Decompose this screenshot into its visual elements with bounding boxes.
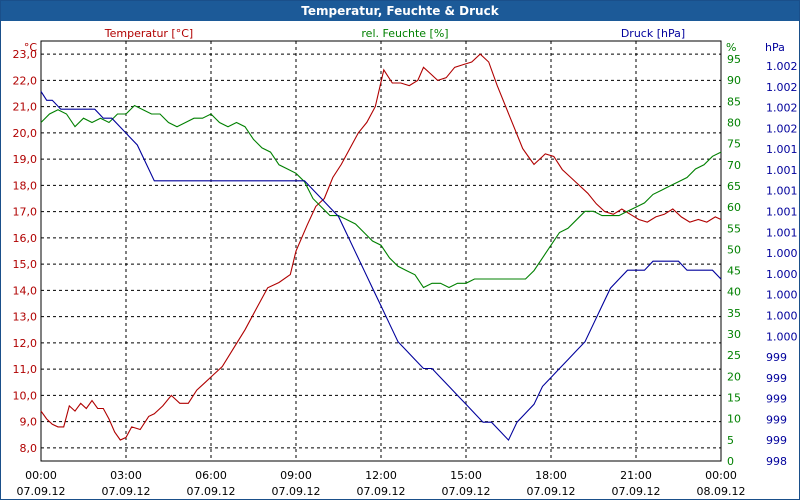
legend-humidity: rel. Feuchte [%] — [361, 27, 448, 40]
y-tick-right2: 1.002 — [766, 60, 798, 73]
y-tick-right1: 90 — [727, 74, 741, 87]
x-tick-date: 07.09.12 — [272, 485, 321, 498]
y-tick-right1: 80 — [727, 116, 741, 129]
x-tick-time: 00:00 — [25, 469, 57, 482]
y-tick-right2: 999 — [766, 434, 787, 447]
x-tick-date: 07.09.12 — [357, 485, 406, 498]
y-tick-left: 14,0 — [13, 284, 38, 297]
y-tick-right2: 1.001 — [766, 206, 798, 219]
x-tick-date: 07.09.12 — [612, 485, 661, 498]
x-tick-time: 21:00 — [620, 469, 652, 482]
y-tick-right1: 55 — [727, 222, 741, 235]
y-tick-right2: 999 — [766, 393, 787, 406]
y-tick-right1: 75 — [727, 138, 741, 151]
y-tick-right2: 1.000 — [766, 268, 798, 281]
y-tick-right1: 70 — [727, 159, 741, 172]
x-tick-date: 07.09.12 — [102, 485, 151, 498]
y-tick-right1: 95 — [727, 53, 741, 66]
y-tick-right2: 999 — [766, 351, 787, 364]
x-tick-date: 07.09.12 — [187, 485, 236, 498]
x-tick-time: 03:00 — [110, 469, 142, 482]
y-tick-right2: 1.002 — [766, 102, 798, 115]
y-tick-right1: 85 — [727, 95, 741, 108]
y-tick-right2: 1.000 — [766, 309, 798, 322]
y-tick-right1: 60 — [727, 201, 741, 214]
y-tick-left: 17,0 — [13, 206, 38, 219]
series-humidity-line — [40, 104, 722, 289]
y-tick-left: 11,0 — [13, 363, 38, 376]
x-tick-date: 07.09.12 — [527, 485, 576, 498]
unit-right2: hPa — [765, 41, 785, 54]
x-tick-time: 15:00 — [450, 469, 482, 482]
y-tick-right1: 15 — [727, 392, 741, 405]
x-tick-time: 06:00 — [195, 469, 227, 482]
y-tick-left: 23,0 — [13, 48, 38, 61]
y-tick-left: 10,0 — [13, 389, 38, 402]
series-pressure-line — [40, 91, 722, 442]
x-tick-time: 09:00 — [280, 469, 312, 482]
unit-right1: % — [726, 41, 736, 54]
y-tick-right2: 1.001 — [766, 226, 798, 239]
window-title: Temperatur, Feuchte & Druck — [1, 1, 799, 21]
y-tick-right2: 1.002 — [766, 122, 798, 135]
y-tick-right2: 998 — [766, 455, 787, 468]
y-tick-right1: 35 — [727, 307, 741, 320]
legend-temperature: Temperatur [°C] — [104, 27, 193, 40]
y-tick-left: 12,0 — [13, 337, 38, 350]
x-tick-time: 18:00 — [535, 469, 567, 482]
y-tick-right1: 65 — [727, 180, 741, 193]
y-tick-left: 19,0 — [13, 153, 38, 166]
y-tick-right1: 30 — [727, 328, 741, 341]
y-tick-right1: 5 — [727, 434, 734, 447]
y-tick-right2: 1.000 — [766, 330, 798, 343]
series-temperature-line — [40, 53, 722, 441]
y-tick-right1: 0 — [727, 455, 734, 468]
y-tick-right1: 20 — [727, 370, 741, 383]
x-tick-time: 00:00 — [705, 469, 737, 482]
y-tick-right1: 45 — [727, 265, 741, 278]
y-tick-left: 13,0 — [13, 311, 38, 324]
y-tick-right2: 999 — [766, 372, 787, 385]
y-tick-right1: 50 — [727, 243, 741, 256]
y-tick-left: 15,0 — [13, 258, 38, 271]
y-tick-left: 22,0 — [13, 74, 38, 87]
y-tick-left: 9,0 — [20, 416, 38, 429]
x-tick-date: 07.09.12 — [17, 485, 66, 498]
y-tick-right2: 999 — [766, 413, 787, 426]
y-tick-right1: 25 — [727, 349, 741, 362]
y-tick-left: 18,0 — [13, 179, 38, 192]
y-tick-right2: 1.000 — [766, 289, 798, 302]
y-tick-right1: 10 — [727, 413, 741, 426]
x-tick-time: 12:00 — [365, 469, 397, 482]
x-tick-date: 08.09.12 — [697, 485, 746, 498]
x-tick-date: 07.09.12 — [442, 485, 491, 498]
y-tick-right2: 1.001 — [766, 185, 798, 198]
y-tick-left: 16,0 — [13, 232, 38, 245]
y-tick-right2: 1.000 — [766, 247, 798, 260]
y-tick-left: 21,0 — [13, 101, 38, 114]
y-tick-left: 20,0 — [13, 127, 38, 140]
y-tick-right2: 1.002 — [766, 81, 798, 94]
y-tick-right1: 40 — [727, 286, 741, 299]
y-tick-right2: 1.001 — [766, 143, 798, 156]
unit-left: °C — [24, 41, 38, 54]
y-tick-left: 8,0 — [20, 442, 38, 455]
y-tick-right2: 1.001 — [766, 164, 798, 177]
legend-pressure: Druck [hPa] — [621, 27, 685, 40]
